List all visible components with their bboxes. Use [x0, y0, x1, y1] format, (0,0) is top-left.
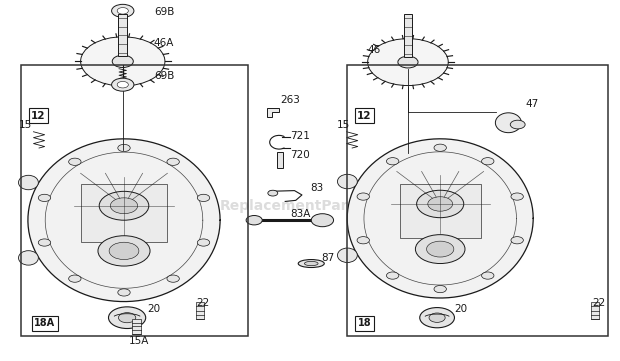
Text: 15A: 15A — [129, 336, 149, 346]
Text: 15: 15 — [337, 119, 350, 130]
Circle shape — [118, 144, 130, 152]
Bar — [118, 14, 127, 56]
Bar — [132, 319, 141, 334]
Circle shape — [386, 158, 399, 165]
Circle shape — [117, 82, 128, 88]
Text: 263: 263 — [280, 95, 300, 105]
Bar — [591, 302, 599, 319]
Circle shape — [368, 39, 448, 86]
Text: 18A: 18A — [34, 318, 55, 328]
Circle shape — [81, 37, 165, 86]
Ellipse shape — [19, 175, 38, 190]
Text: 47: 47 — [526, 99, 539, 109]
Circle shape — [112, 78, 134, 91]
Circle shape — [398, 56, 418, 68]
Circle shape — [386, 272, 399, 279]
Circle shape — [197, 239, 210, 246]
Circle shape — [108, 307, 146, 329]
Bar — [21, 65, 248, 336]
Text: 12: 12 — [31, 110, 46, 121]
Ellipse shape — [495, 113, 521, 133]
Circle shape — [420, 308, 454, 328]
Circle shape — [110, 198, 138, 214]
Text: 46: 46 — [367, 45, 380, 55]
Text: 18: 18 — [358, 318, 371, 328]
Circle shape — [428, 197, 453, 211]
Circle shape — [246, 216, 262, 225]
Bar — [196, 302, 203, 319]
Circle shape — [118, 313, 136, 323]
Ellipse shape — [304, 261, 318, 266]
Text: 22: 22 — [593, 297, 606, 308]
Circle shape — [482, 272, 494, 279]
Text: ReplacementParts.com: ReplacementParts.com — [219, 199, 401, 213]
Circle shape — [112, 55, 133, 68]
Circle shape — [167, 158, 179, 165]
Text: 69B: 69B — [154, 6, 174, 17]
Circle shape — [434, 144, 446, 151]
Circle shape — [167, 275, 179, 282]
Circle shape — [197, 194, 210, 201]
Ellipse shape — [298, 260, 324, 268]
Circle shape — [311, 214, 334, 227]
Circle shape — [510, 120, 525, 129]
Text: 87: 87 — [321, 253, 334, 263]
Circle shape — [112, 4, 134, 17]
Text: 69B: 69B — [154, 71, 174, 81]
Ellipse shape — [19, 251, 38, 265]
Text: 720: 720 — [290, 150, 310, 160]
Bar — [404, 14, 412, 57]
Circle shape — [415, 235, 465, 264]
Circle shape — [511, 193, 523, 200]
Circle shape — [118, 289, 130, 296]
Bar — [277, 152, 283, 168]
Text: 20: 20 — [148, 304, 161, 314]
Bar — [400, 184, 481, 238]
Polygon shape — [267, 108, 279, 117]
Circle shape — [109, 242, 139, 260]
Circle shape — [99, 191, 149, 220]
Text: 22: 22 — [196, 297, 209, 308]
Circle shape — [417, 190, 464, 218]
Circle shape — [357, 236, 370, 244]
Polygon shape — [28, 139, 220, 301]
Text: 83: 83 — [310, 183, 323, 193]
Polygon shape — [347, 139, 533, 298]
Text: 15: 15 — [19, 119, 32, 130]
Circle shape — [98, 236, 150, 266]
Circle shape — [268, 190, 278, 196]
Circle shape — [482, 158, 494, 165]
Circle shape — [117, 8, 128, 14]
Text: 83A: 83A — [290, 209, 311, 219]
Circle shape — [357, 193, 370, 200]
Circle shape — [434, 286, 446, 293]
Circle shape — [511, 236, 523, 244]
Text: 12: 12 — [357, 110, 372, 121]
Text: 721: 721 — [290, 131, 310, 141]
Bar — [81, 184, 167, 242]
Circle shape — [429, 313, 445, 322]
Circle shape — [69, 158, 81, 165]
Text: 20: 20 — [454, 304, 467, 314]
Circle shape — [69, 275, 81, 282]
Circle shape — [38, 194, 51, 201]
Circle shape — [427, 241, 454, 257]
Bar — [347, 65, 608, 336]
Ellipse shape — [337, 174, 357, 189]
Text: 46A: 46A — [154, 38, 174, 48]
Ellipse shape — [337, 248, 357, 262]
Circle shape — [38, 239, 51, 246]
